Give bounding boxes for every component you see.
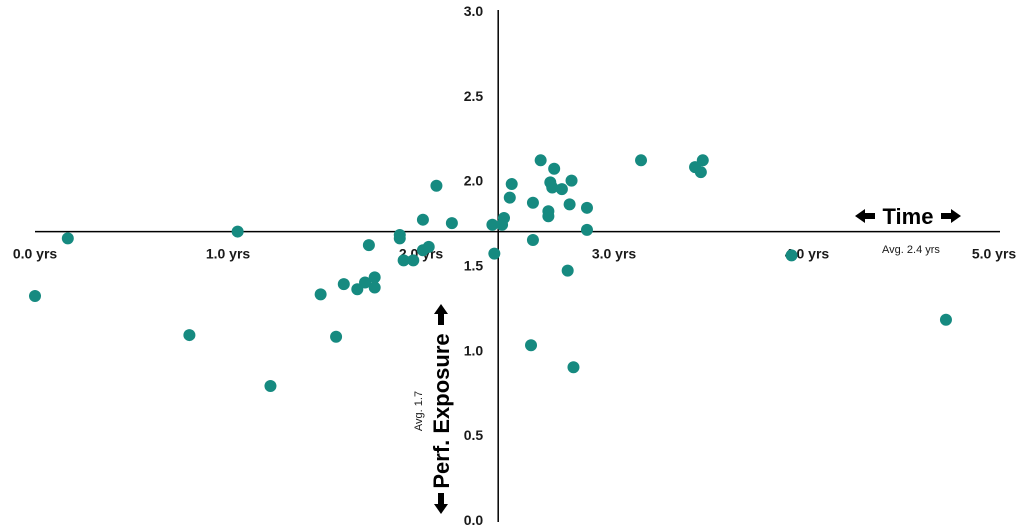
y-axis-title: Perf. Exposure [429,333,454,488]
x-tick-label: 3.0 yrs [592,246,637,262]
right-arrow-icon [941,209,961,223]
data-point [939,313,952,326]
data-point [486,218,499,231]
data-point [183,329,196,342]
data-point [555,183,568,196]
data-point [696,154,709,167]
data-point [505,178,518,191]
data-point [694,166,707,179]
y-tick-label: 3.0 [464,3,484,19]
data-point [546,181,559,194]
data-point [407,254,420,267]
y-axis-title-group: Perf. Exposure Avg. 1.7 [413,304,454,514]
data-point [561,264,574,277]
data-point [359,276,372,289]
data-point [368,281,381,294]
y-average-label: Avg. 1.7 [413,391,425,431]
data-point [526,196,539,209]
x-axis-title: Time [883,204,934,229]
data-point [445,217,458,230]
data-point [526,234,539,247]
data-point [548,162,561,175]
x-tick-label: 1.0 yrs [206,246,251,262]
data-point [565,174,578,187]
data-point [497,211,510,224]
data-point [430,179,443,192]
y-tick-label: 1.5 [464,258,484,274]
y-tick-label: 0.5 [464,427,484,443]
data-point [542,210,555,223]
data-point [351,283,364,296]
data-point [231,225,244,238]
data-point [330,330,343,343]
data-point [503,191,516,204]
data-point [563,198,576,211]
data-point [525,339,538,352]
data-point [264,379,277,392]
data-point [29,290,41,303]
data-point [422,240,435,253]
data-point [314,288,327,301]
x-average-label: Avg. 2.4 yrs [882,244,940,256]
data-point [580,201,593,214]
data-point [635,154,648,167]
y-tick-labels: 0.0 0.5 1.0 1.5 2.0 2.5 3.0 [464,3,484,528]
y-tick-label: 2.0 [464,173,484,189]
left-arrow-icon [855,209,875,223]
data-point [397,254,410,267]
data-point [567,361,580,374]
data-point [337,278,350,291]
data-point [61,232,74,245]
data-point [362,239,375,252]
data-point [580,223,593,236]
data-point [488,247,501,260]
y-tick-label: 2.5 [464,88,484,104]
data-points [29,154,952,392]
data-point [416,213,429,226]
y-tick-label: 0.0 [464,512,484,528]
up-arrow-icon [434,304,448,325]
down-arrow-icon [434,493,448,514]
data-point [534,154,547,167]
y-tick-label: 1.0 [464,342,484,358]
x-axis-title-group: Time Avg. 2.4 yrs [855,204,961,256]
x-tick-label: 5.0 yrs [972,246,1017,262]
data-point [368,271,381,284]
x-tick-labels: 0.0 yrs 1.0 yrs 2.0 yrs 3.0 yrs 4.0 yrs 5.0 y… [13,246,1017,262]
data-point [785,249,798,262]
x-tick-label: 0.0 yrs [13,246,58,262]
data-point [393,232,406,245]
